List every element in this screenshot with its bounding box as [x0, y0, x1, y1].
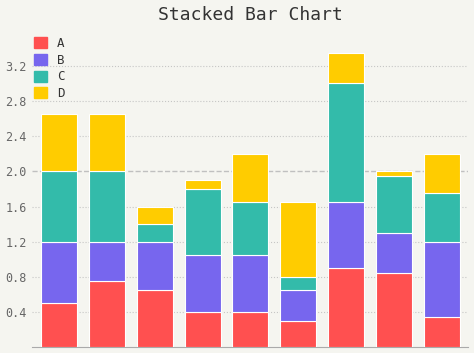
Bar — [137, 290, 173, 347]
Bar — [328, 83, 364, 202]
Bar — [328, 268, 364, 347]
Bar — [233, 255, 268, 312]
Bar — [328, 53, 364, 83]
Bar — [376, 273, 412, 347]
Bar — [424, 317, 460, 347]
Legend: A, B, C, D: A, B, C, D — [35, 37, 64, 100]
Bar — [41, 172, 77, 242]
Bar — [137, 207, 173, 224]
Bar — [137, 224, 173, 242]
Bar — [41, 304, 77, 347]
Bar — [424, 242, 460, 317]
Bar — [137, 242, 173, 290]
Bar — [376, 172, 412, 176]
Bar — [41, 114, 77, 172]
Bar — [281, 277, 316, 290]
Bar — [424, 154, 460, 193]
Bar — [41, 242, 77, 304]
Bar — [89, 242, 125, 281]
Bar — [281, 290, 316, 321]
Bar — [424, 193, 460, 242]
Bar — [281, 202, 316, 277]
Bar — [328, 202, 364, 268]
Bar — [89, 114, 125, 172]
Bar — [281, 321, 316, 347]
Bar — [233, 154, 268, 202]
Bar — [233, 202, 268, 255]
Bar — [89, 281, 125, 347]
Bar — [233, 312, 268, 347]
Bar — [184, 189, 220, 255]
Bar — [184, 180, 220, 189]
Bar — [376, 233, 412, 273]
Bar — [184, 255, 220, 312]
Bar — [184, 312, 220, 347]
Bar — [89, 172, 125, 242]
Bar — [376, 176, 412, 233]
Title: Stacked Bar Chart: Stacked Bar Chart — [158, 6, 343, 24]
